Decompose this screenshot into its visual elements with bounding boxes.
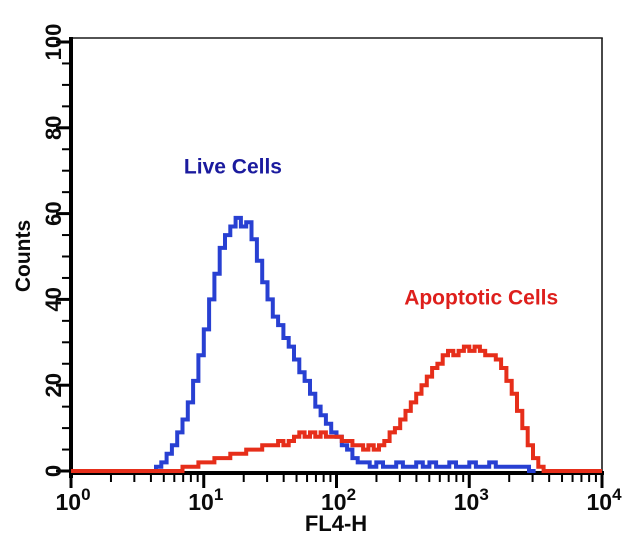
y-tick-label: 100 (41, 24, 66, 61)
y-tick-label: 60 (41, 201, 66, 225)
live-cells-label: Live Cells (184, 155, 282, 178)
y-tick-label: 40 (41, 287, 66, 311)
curves-layer (71, 215, 602, 473)
x-tick-label: 104 (586, 485, 622, 515)
y-tick-label: 20 (41, 373, 66, 397)
y-axis-title: Counts (12, 220, 35, 292)
y-tick-label: 80 (41, 116, 66, 140)
x-axis-ticks (69, 475, 604, 488)
x-tick-label: 103 (454, 485, 489, 515)
apoptotic-cells-curve (71, 344, 602, 473)
y-axis-ticks (56, 40, 69, 473)
apoptotic-cells-label: Apoptotic Cells (404, 286, 558, 309)
x-axis-title: FL4-H (305, 511, 367, 536)
live-cells-curve (71, 215, 536, 473)
x-tick-label: 101 (188, 485, 223, 515)
x-tick-label: 100 (55, 485, 90, 515)
y-tick-labels: 0 20 40 60 80 100 (41, 24, 66, 477)
y-tick-label: 0 (41, 465, 66, 477)
